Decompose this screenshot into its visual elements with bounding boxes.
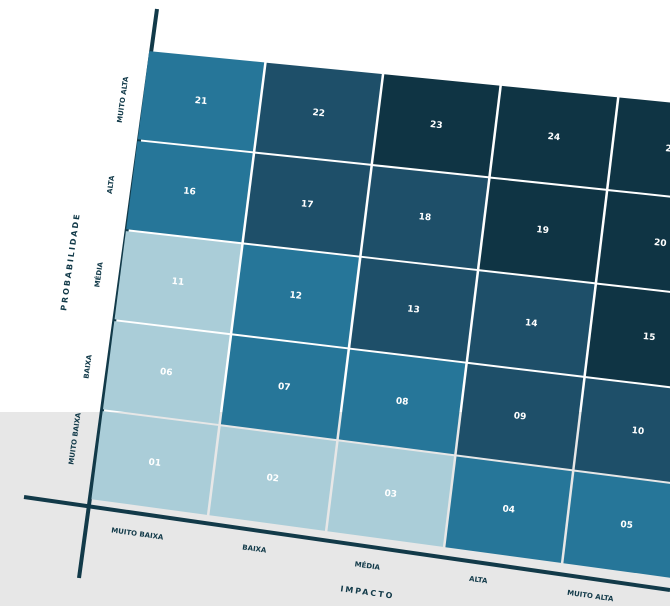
matrix-cell — [445, 456, 572, 563]
matrix-cell-label: 04 — [502, 504, 516, 515]
matrix-cell-label: 16 — [183, 186, 197, 197]
x-tick-alta: ALTA — [469, 575, 489, 586]
x-axis-title: IMPACTO — [340, 584, 395, 600]
matrix-cell — [232, 244, 359, 348]
matrix-cell — [91, 411, 219, 515]
matrix-cell-label: 06 — [159, 367, 173, 378]
matrix-cell — [137, 51, 265, 152]
x-tick-media: MÉDIA — [354, 559, 381, 572]
matrix-cell — [114, 231, 242, 334]
matrix-cell — [338, 349, 466, 455]
matrix-cells: 21 22 23 24 25 16 17 18 19 20 11 12 13 14 15 06 07 08 09 10… — [91, 51, 670, 578]
matrix-cell — [373, 74, 500, 177]
y-tick-muito-baixa: MUITO BAIXA — [67, 412, 82, 466]
matrix-cell-label: 02 — [266, 473, 280, 484]
matrix-cell-label: 01 — [148, 458, 162, 469]
matrix-cell — [103, 321, 230, 424]
y-tick-muito-alta: MUITO ALTA — [116, 75, 131, 123]
matrix-cell-label: 07 — [277, 382, 291, 393]
matrix-cell-label: 18 — [418, 212, 432, 223]
matrix-cell-label: 12 — [289, 291, 303, 302]
matrix-cell — [468, 271, 595, 376]
x-tick-baixa: BAIXA — [242, 543, 268, 554]
matrix-cell-label: 25 — [665, 144, 670, 155]
matrix-cell — [585, 284, 670, 387]
matrix-cell-label: 23 — [429, 120, 443, 131]
matrix-cell-label: 19 — [536, 225, 550, 236]
matrix-cell — [490, 85, 617, 189]
matrix-cell — [563, 471, 670, 578]
matrix-cell-label: 21 — [194, 96, 208, 107]
matrix-cell-label: 24 — [547, 132, 561, 143]
matrix-cell-label: 09 — [513, 411, 527, 422]
matrix-cell — [209, 426, 337, 531]
y-tick-baixa: BAIXA — [82, 354, 93, 380]
x-tick-muito-alta: MUITO ALTA — [567, 589, 615, 604]
matrix-cell — [479, 178, 606, 283]
x-axis-line — [23, 495, 670, 592]
matrix-cell — [126, 141, 253, 243]
matrix-cell-label: 14 — [524, 318, 538, 329]
matrix-cell-label: 13 — [407, 304, 421, 315]
matrix-cell — [327, 441, 454, 547]
y-axis-title: PROBABILIDADE — [59, 212, 82, 311]
matrix-cell-label: 03 — [384, 489, 398, 500]
matrix-cell-label: 05 — [620, 520, 634, 531]
matrix-cell-label: 15 — [642, 332, 656, 343]
matrix-cell — [608, 97, 670, 196]
x-tick-muito-baixa: MUITO BAIXA — [111, 526, 165, 541]
matrix-cell — [255, 62, 382, 164]
matrix-cell — [597, 191, 670, 291]
y-tick-alta: ALTA — [106, 174, 117, 194]
matrix-cell-label: 22 — [312, 108, 326, 119]
matrix-cell — [361, 166, 489, 269]
matrix-cell-label: 20 — [653, 238, 667, 249]
matrix-cell-label: 11 — [171, 277, 185, 288]
matrix-cell — [350, 257, 477, 362]
matrix-cell — [574, 378, 670, 482]
matrix-cell — [220, 335, 348, 440]
matrix-cell — [456, 363, 584, 470]
matrix-cell-label: 17 — [300, 199, 314, 210]
matrix-cell-label: 10 — [631, 426, 645, 437]
matrix-cell-label: 08 — [395, 397, 409, 408]
y-tick-media: MÉDIA — [92, 261, 105, 288]
matrix-cell — [243, 153, 371, 256]
